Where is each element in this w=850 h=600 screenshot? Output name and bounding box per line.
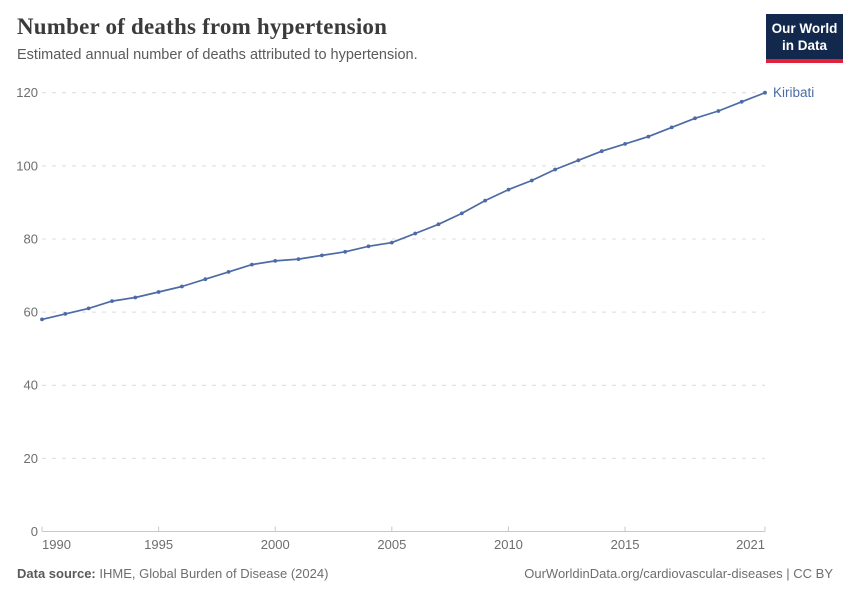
data-point-2013[interactable]: [576, 158, 581, 163]
data-point-2002[interactable]: [320, 253, 324, 258]
owid-logo-line1: Our World: [771, 21, 838, 36]
data-source-label: Data source:: [17, 566, 96, 581]
data-point-2014[interactable]: [599, 149, 604, 154]
y-tick-label-0: 0: [31, 524, 38, 539]
data-point-1996[interactable]: [180, 284, 184, 289]
data-point-2019[interactable]: [716, 109, 721, 113]
data-point-2021[interactable]: [763, 90, 767, 95]
data-point-2011[interactable]: [529, 178, 534, 183]
x-tick-label-1990: 1990: [42, 537, 71, 552]
data-point-2004[interactable]: [366, 244, 371, 249]
owid-logo[interactable]: Our World in Data: [766, 14, 843, 63]
data-point-2007[interactable]: [436, 222, 441, 227]
chart-header: Number of deaths from hypertension Estim…: [17, 14, 843, 65]
data-point-2018[interactable]: [693, 116, 697, 121]
y-tick-label-120: 120: [16, 85, 38, 100]
data-point-1990[interactable]: [40, 317, 44, 322]
page-title: Number of deaths from hypertension: [17, 14, 388, 39]
data-point-1991[interactable]: [63, 312, 68, 316]
data-point-2000[interactable]: [273, 259, 278, 263]
footer-link[interactable]: OurWorldinData.org/cardiovascular-diseas…: [524, 566, 833, 581]
data-point-2009[interactable]: [483, 198, 487, 203]
data-point-1997[interactable]: [203, 277, 208, 282]
y-tick-label-20: 20: [24, 451, 38, 466]
data-point-2008[interactable]: [459, 211, 464, 216]
data-point-2010[interactable]: [506, 187, 511, 192]
data-point-2020[interactable]: [739, 99, 744, 104]
owid-logo-line2: in Data: [781, 38, 827, 54]
data-point-2003[interactable]: [343, 249, 348, 254]
data-source-value: IHME, Global Burden of Disease (2024): [95, 566, 329, 581]
series-line-kiribati[interactable]: [41, 91, 766, 321]
data-point-2015[interactable]: [623, 142, 627, 146]
x-tick-label-2021: 2021: [736, 537, 765, 552]
x-tick-label-1995: 1995: [144, 537, 173, 552]
data-point-2012[interactable]: [553, 167, 557, 172]
data-point-2006[interactable]: [413, 231, 418, 236]
data-point-1995[interactable]: [156, 290, 161, 294]
y-tick-label-40: 40: [24, 378, 38, 393]
x-tick-label-2015: 2015: [611, 537, 640, 552]
data-source: Data source: IHME, Global Burden of Dise…: [17, 566, 328, 581]
data-point-1993[interactable]: [110, 299, 114, 303]
data-point-2005[interactable]: [389, 240, 394, 245]
data-point-1992[interactable]: [86, 306, 91, 311]
x-tick-label-2010: 2010: [494, 537, 523, 552]
chart-subtitle: Estimated annual number of deaths attrib…: [17, 47, 418, 64]
y-tick-label-60: 60: [24, 305, 38, 320]
data-point-2017[interactable]: [669, 125, 674, 130]
chart-footer: Data source: IHME, Global Burden of Dise…: [17, 566, 833, 581]
data-point-1998[interactable]: [226, 270, 231, 274]
x-tick-label-2000: 2000: [261, 537, 290, 552]
data-point-2001[interactable]: [296, 257, 301, 261]
data-point-1999[interactable]: [250, 262, 254, 267]
y-tick-label-80: 80: [24, 231, 38, 246]
x-tick-label-2005: 2005: [377, 537, 406, 552]
title-block: Number of deaths from hypertension Estim…: [17, 14, 418, 65]
data-point-1994[interactable]: [133, 295, 138, 300]
y-tick-label-100: 100: [16, 158, 38, 173]
data-point-2016[interactable]: [646, 134, 651, 139]
entity-label-kiribati[interactable]: Kiribati: [773, 85, 814, 100]
